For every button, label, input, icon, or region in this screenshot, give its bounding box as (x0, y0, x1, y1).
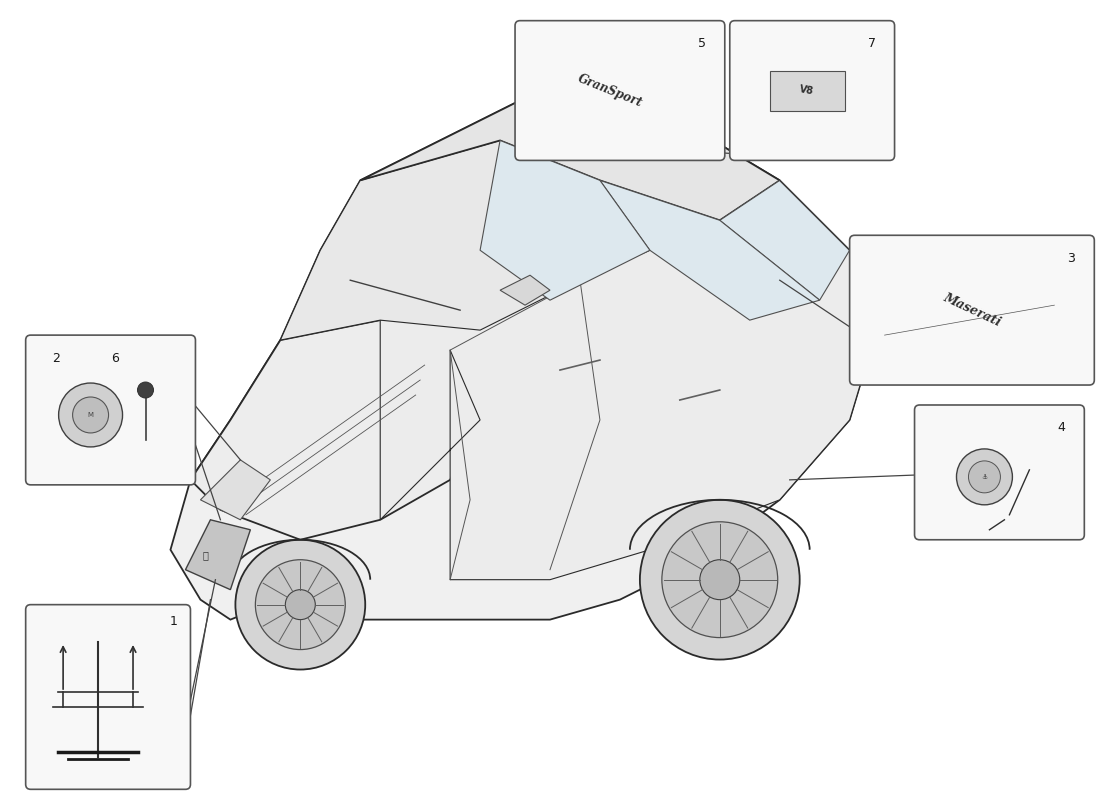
Polygon shape (600, 180, 820, 320)
Circle shape (235, 540, 365, 670)
Polygon shape (500, 275, 550, 305)
Circle shape (285, 590, 316, 620)
Circle shape (957, 449, 1012, 505)
Circle shape (138, 382, 154, 398)
Polygon shape (186, 520, 251, 590)
Circle shape (968, 461, 1000, 493)
Polygon shape (719, 180, 849, 300)
Text: 𝕸: 𝕸 (202, 550, 208, 560)
Text: 1: 1 (169, 615, 177, 628)
Polygon shape (200, 460, 271, 520)
Text: 2: 2 (52, 351, 59, 365)
Text: 7: 7 (868, 37, 876, 50)
Polygon shape (170, 101, 880, 620)
Polygon shape (360, 101, 780, 220)
FancyBboxPatch shape (914, 405, 1085, 540)
Polygon shape (381, 220, 880, 580)
Text: 4: 4 (1057, 422, 1065, 434)
FancyBboxPatch shape (25, 605, 190, 790)
Text: V8: V8 (799, 84, 815, 97)
Circle shape (73, 397, 109, 433)
FancyBboxPatch shape (849, 235, 1094, 385)
FancyBboxPatch shape (25, 335, 196, 485)
Circle shape (58, 383, 122, 447)
Circle shape (662, 522, 778, 638)
Text: 3: 3 (1067, 252, 1076, 265)
Text: 5: 5 (697, 37, 706, 50)
FancyBboxPatch shape (729, 21, 894, 161)
Polygon shape (770, 70, 845, 110)
Text: M: M (88, 412, 94, 418)
Text: 6: 6 (111, 351, 120, 365)
Text: GranSport: GranSport (575, 72, 645, 110)
FancyBboxPatch shape (515, 21, 725, 161)
Polygon shape (480, 141, 650, 300)
Circle shape (700, 560, 740, 600)
Text: ⚓: ⚓ (981, 474, 988, 480)
Polygon shape (190, 320, 480, 540)
Circle shape (640, 500, 800, 659)
Circle shape (255, 560, 345, 650)
Text: Maserati: Maserati (940, 291, 1003, 330)
Polygon shape (280, 141, 600, 340)
